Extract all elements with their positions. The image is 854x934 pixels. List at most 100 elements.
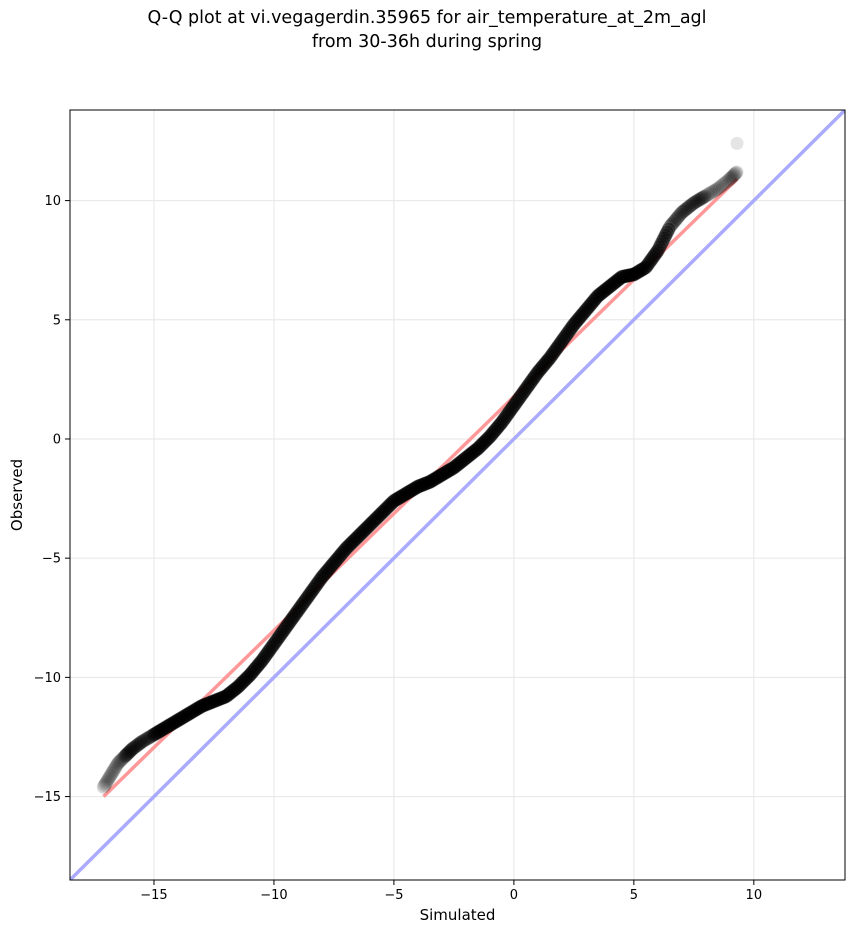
data-point: [217, 690, 232, 705]
data-point: [236, 673, 251, 688]
data-point: [215, 690, 230, 705]
data-point: [350, 529, 365, 544]
data-point: [530, 365, 545, 380]
data-point: [371, 508, 386, 523]
data-point: [340, 540, 355, 555]
data-point: [308, 578, 323, 593]
data-point: [685, 197, 700, 212]
data-point: [331, 550, 346, 565]
data-point: [527, 369, 542, 384]
data-point: [508, 396, 523, 411]
data-point: [464, 446, 479, 461]
data-point: [587, 292, 602, 307]
data-point: [526, 371, 541, 386]
y-tick-label: −10: [34, 671, 61, 686]
data-point: [99, 775, 114, 790]
data-point: [256, 651, 271, 666]
data-point: [388, 493, 403, 508]
data-point: [140, 731, 155, 746]
data-point: [123, 743, 138, 758]
data-point: [250, 659, 265, 674]
data-point: [667, 214, 682, 229]
data-point: [451, 457, 466, 472]
data-point: [482, 429, 497, 444]
data-point: [166, 715, 181, 730]
data-point: [452, 455, 467, 470]
data-point: [556, 332, 571, 347]
data-point: [509, 394, 524, 409]
data-point: [169, 714, 184, 729]
data-point: [175, 710, 190, 725]
data-point: [631, 264, 646, 279]
data-point: [596, 284, 611, 299]
data-point: [457, 452, 472, 467]
data-point: [520, 379, 535, 394]
data-point: [139, 732, 154, 747]
data-point: [581, 299, 596, 314]
data-point: [121, 745, 136, 760]
data-point: [145, 728, 160, 743]
data-point: [723, 171, 738, 186]
data-point: [208, 693, 223, 708]
data-point: [524, 373, 539, 388]
data-point: [472, 440, 487, 455]
x-axis-label: Simulated: [420, 906, 496, 924]
data-point: [118, 749, 133, 764]
data-point: [202, 695, 217, 710]
data-point: [274, 626, 289, 641]
data-point: [379, 501, 394, 516]
data-point: [725, 169, 740, 184]
data-point: [353, 526, 368, 541]
data-point: [199, 697, 214, 712]
data-point: [307, 580, 322, 595]
data-point: [686, 195, 701, 210]
data-point: [562, 323, 577, 338]
identity-line: [70, 110, 845, 880]
data-point: [155, 722, 170, 737]
data-point: [377, 502, 392, 517]
data-point: [280, 618, 295, 633]
data-point: [598, 282, 613, 297]
data-point: [328, 554, 343, 569]
data-point: [111, 755, 126, 770]
data-point: [637, 261, 652, 276]
data-point: [443, 462, 458, 477]
data-point: [676, 204, 691, 219]
data-point: [187, 703, 202, 718]
data-point: [559, 327, 574, 342]
data-point: [242, 667, 257, 682]
data-point: [221, 687, 236, 702]
data-point: [120, 746, 135, 761]
data-point: [409, 480, 424, 495]
data-point: [563, 321, 578, 336]
data-point: [254, 653, 269, 668]
data-point: [577, 305, 592, 320]
data-point: [473, 438, 488, 453]
data-point: [449, 458, 464, 473]
data-point: [613, 271, 628, 286]
data-point: [176, 709, 191, 724]
data-point: [503, 402, 518, 417]
data-point: [729, 165, 744, 180]
data-point: [485, 426, 500, 441]
x-tick-label: 5: [630, 888, 638, 903]
data-point: [446, 460, 461, 475]
data-point: [494, 415, 509, 430]
data-point: [226, 683, 241, 698]
chart-title: Q-Q plot at vi.vegagerdin.35965 for air_…: [147, 8, 707, 28]
data-point: [196, 698, 211, 713]
data-point: [374, 505, 389, 520]
data-point: [110, 757, 125, 772]
data-point: [265, 639, 280, 654]
data-point: [511, 392, 526, 407]
data-point: [112, 754, 127, 769]
data-point: [535, 359, 550, 374]
data-point: [421, 475, 436, 490]
data-point: [467, 443, 482, 458]
data-point: [493, 417, 508, 432]
data-point: [499, 409, 514, 424]
data-point: [310, 576, 325, 591]
data-point: [128, 739, 143, 754]
data-point: [271, 630, 286, 645]
data-point: [311, 574, 326, 589]
